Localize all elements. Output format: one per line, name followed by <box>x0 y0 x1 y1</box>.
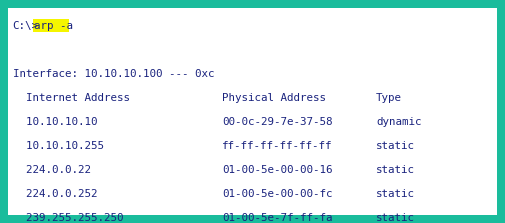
Text: Type: Type <box>376 93 402 103</box>
Text: static: static <box>376 213 415 223</box>
Text: 00-0c-29-7e-37-58: 00-0c-29-7e-37-58 <box>222 117 333 127</box>
Text: static: static <box>376 165 415 175</box>
Text: 10.10.10.255: 10.10.10.255 <box>13 141 104 151</box>
Text: 01-00-5e-7f-ff-fa: 01-00-5e-7f-ff-fa <box>222 213 333 223</box>
Text: 224.0.0.252: 224.0.0.252 <box>13 189 97 199</box>
Text: arp -a: arp -a <box>34 21 73 31</box>
Text: 224.0.0.22: 224.0.0.22 <box>13 165 90 175</box>
Text: static: static <box>376 189 415 199</box>
Text: 239.255.255.250: 239.255.255.250 <box>13 213 123 223</box>
Text: Physical Address: Physical Address <box>222 93 326 103</box>
Text: dynamic: dynamic <box>376 117 422 127</box>
Text: 01-00-5e-00-00-fc: 01-00-5e-00-00-fc <box>222 189 333 199</box>
Bar <box>33 19 69 32</box>
Text: ff-ff-ff-ff-ff-ff: ff-ff-ff-ff-ff-ff <box>222 141 333 151</box>
Text: Interface: 10.10.10.100 --- 0xc: Interface: 10.10.10.100 --- 0xc <box>13 69 214 79</box>
Text: 10.10.10.10: 10.10.10.10 <box>13 117 97 127</box>
Text: C:\>: C:\> <box>13 21 38 31</box>
Text: static: static <box>376 141 415 151</box>
Text: 01-00-5e-00-00-16: 01-00-5e-00-00-16 <box>222 165 333 175</box>
Text: Internet Address: Internet Address <box>13 93 130 103</box>
